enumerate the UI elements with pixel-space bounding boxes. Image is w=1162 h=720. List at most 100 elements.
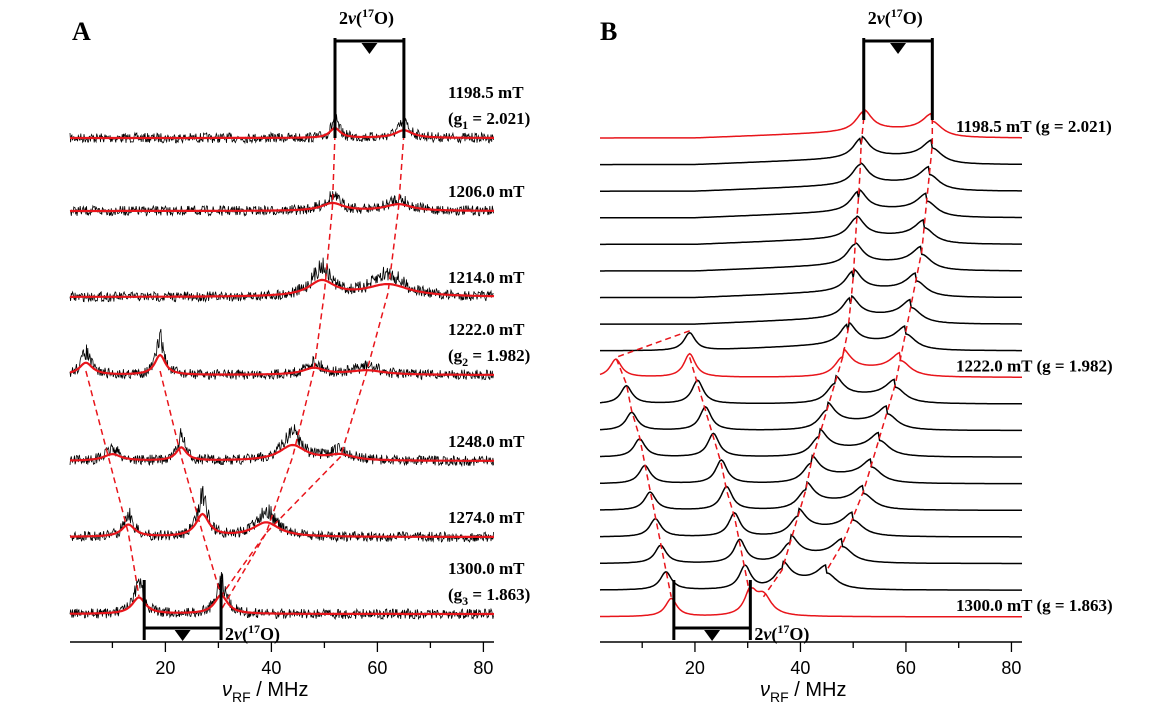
bracket-marker [704,630,721,641]
guide-line [220,133,405,597]
g-prefix: (g [448,346,463,365]
bracket-label-sup: 17 [777,622,789,636]
tick-label: 60 [367,658,387,678]
trace [600,241,1022,272]
field-label: 1214.0 mT [448,268,525,287]
guide-line [688,357,752,597]
field-label: 1274.0 mT [448,508,525,527]
bracket-label-sup: 17 [248,622,260,636]
panel-a-x-axis-label: νRF / MHz [222,679,308,705]
bracket-marker [890,43,907,54]
trace [600,401,1022,432]
bracket-label-prefix: 2 [754,624,763,644]
trace [600,533,1022,565]
panel-b-label: B [600,17,617,46]
trace [600,215,1022,246]
bracket-label-nu: ν [877,8,886,28]
bracket-label-close: O) [903,8,923,29]
tick-label: 20 [155,658,175,678]
field-label: 1222.0 mT [448,320,525,339]
bracket-label-nu: ν [763,624,772,644]
bracket-label-open: ( [885,8,891,29]
field-label: 1198.5 mT (g = 2.021) [956,117,1112,136]
g-value-label: (g2 = 1.982) [448,346,530,369]
highlighted-trace [599,347,1022,378]
bracket-label-close: O) [260,624,280,645]
bracket-marker [174,630,191,641]
trace [600,188,1022,219]
simulated-trace [69,353,494,376]
simulated-trace [69,443,494,462]
panel-b-tick-labels: 20 40 60 80 [685,658,1022,678]
bracket-label-prefix: 2 [868,8,877,28]
bracket-label-open: ( [771,624,777,645]
g-subscript: 2 [462,355,468,369]
g-value-label: (g1 = 2.021) [448,109,530,132]
panel-a: A 20 40 60 80 νRF / MHz 2ν(17O)2ν(17O) 1… [69,6,530,705]
trace [600,294,1022,325]
panel-b-brackets: 2ν(17O)2ν(17O) [672,6,934,645]
panel-a-tick-labels: 20 40 60 80 [155,658,493,678]
g-value: = 1.863) [468,585,530,604]
panel-a-guides [85,133,405,611]
bracket-label-nu: ν [348,8,357,28]
trace [600,321,1022,352]
panel-a-ticks [111,642,485,652]
guide-line [85,370,140,597]
highlighted-trace [600,108,1022,139]
tick-label: 20 [685,658,705,678]
bracket-label: 2ν(17O) [339,6,394,29]
bracket-label: 2ν(17O) [754,622,809,645]
guide-line [826,118,934,571]
trace [600,480,1022,512]
tick-label: 40 [790,658,810,678]
g-value: = 2.021) [468,109,530,128]
experimental-trace [69,485,494,543]
trace [600,427,1022,458]
panel-a-traces [69,112,495,621]
panel-a-label: A [72,17,91,46]
guide-line [220,370,315,611]
g-prefix: (g [448,109,463,128]
panel-b: B 20 40 60 80 νRF / MHz 2ν(17O)2ν(17O) 1… [599,6,1113,705]
g-subscript: 3 [462,594,468,608]
trace [600,507,1022,538]
g-subscript: 1 [462,118,468,132]
g-value-label: (g3 = 1.863) [448,585,530,608]
trace [599,560,1022,591]
bracket-label-sup: 17 [891,6,903,20]
bracket-label-prefix: 2 [339,8,348,28]
panel-b-guides [614,117,934,598]
trace [600,454,1022,485]
highlighted-trace [600,587,1022,618]
experimental-trace [69,257,494,303]
guide-line [159,370,222,597]
experimental-trace [69,571,494,621]
simulated-trace [70,126,494,140]
simulated-trace [70,201,494,213]
trace [600,162,1022,192]
bracket-label-open: ( [356,8,362,29]
simulated-trace [70,593,494,616]
g-prefix: (g [448,585,463,604]
trace [599,268,1022,299]
field-label: 1206.0 mT [448,182,525,201]
tick-label: 40 [261,658,281,678]
tick-label: 60 [896,658,916,678]
trace [600,135,1022,166]
field-label: 1222.0 mT (g = 1.982) [956,356,1113,375]
trace [599,374,1022,405]
panel-b-traces [599,108,1022,618]
bracket-label-open: ( [242,624,248,645]
simulated-trace [70,278,495,298]
panel-b-field-labels: 1198.5 mT (g = 2.021) 1222.0 mT (g = 1.98… [956,117,1113,615]
bracket-label-close: O) [789,624,809,645]
bracket-label-sup: 17 [362,6,374,20]
bracket-marker [361,43,378,54]
panel-b-x-axis-label: νRF / MHz [760,679,846,705]
bracket-label: 2ν(17O) [225,622,280,645]
bracket-label-close: O) [374,8,394,29]
guide-line [762,117,865,598]
